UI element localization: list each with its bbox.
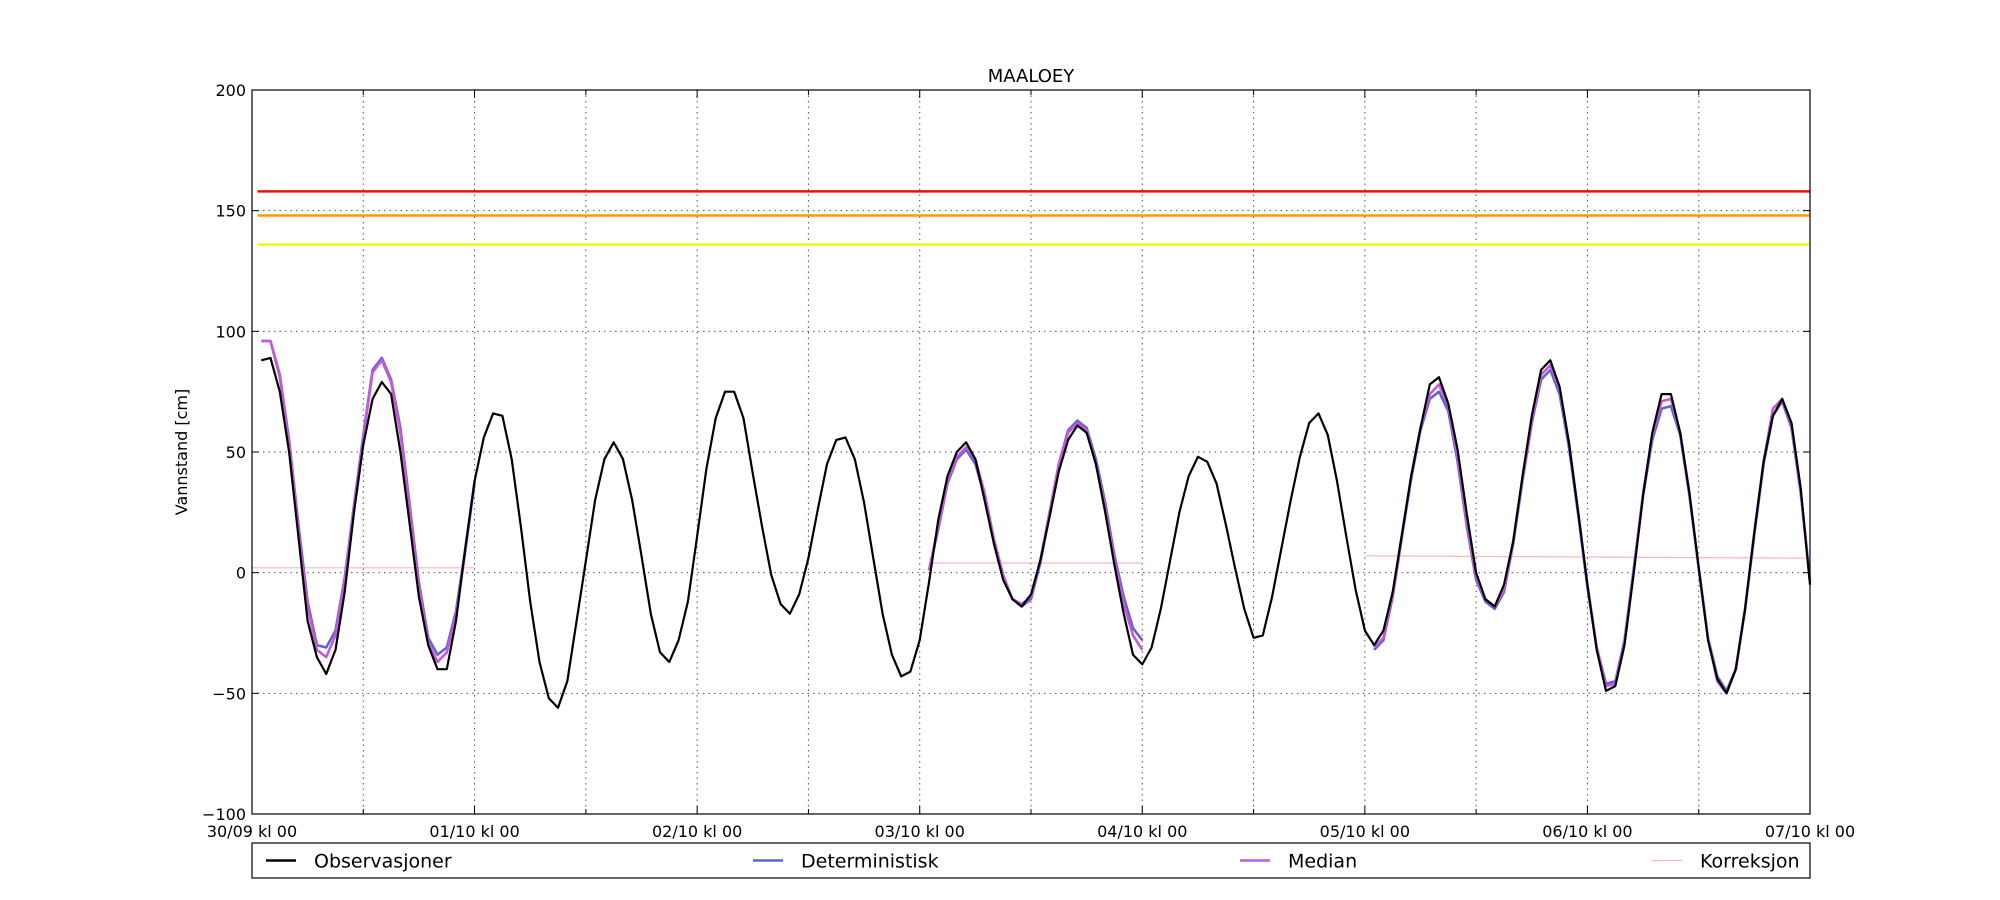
y-tick-label: 0	[236, 564, 246, 583]
legend-label-korreksjon: Korreksjon	[1700, 851, 1800, 873]
legend-label-observasjoner: Observasjoner	[314, 851, 452, 873]
series-lines	[252, 339, 1812, 709]
grid	[252, 90, 1810, 814]
legend: Observasjoner Deterministisk Median Korreks…	[251, 842, 1811, 879]
y-tick-label: −100	[202, 805, 246, 824]
legend-label-deterministisk: Deterministisk	[801, 851, 939, 873]
series-line-deterministisk	[1373, 368, 1812, 693]
x-tick-label: 06/10 kl 00	[1542, 822, 1632, 841]
y-tick-label: −50	[212, 684, 246, 703]
chart-title: MAALOEY	[988, 66, 1076, 87]
y-tick-label: 50	[226, 443, 246, 462]
y-axis-ticks: −100 −50 0 50 100 150 200	[202, 81, 1810, 824]
series-line-median	[261, 339, 476, 664]
x-tick-label: 01/10 kl 00	[429, 822, 519, 841]
series-line-korreksjon	[1364, 555, 1811, 559]
legend-label-median: Median	[1288, 851, 1357, 873]
series-line-observasjoner	[261, 356, 1812, 709]
legend-frame	[251, 842, 1811, 879]
x-tick-label: 05/10 kl 00	[1320, 822, 1410, 841]
series-line-median	[1373, 363, 1812, 695]
y-tick-label: 100	[215, 322, 246, 341]
x-axis-ticks: 30/09 kl 00 01/10 kl 00 02/10 kl 00 03/10 k…	[207, 90, 1855, 841]
x-tick-label: 07/10 kl 00	[1765, 822, 1855, 841]
threshold-lines	[257, 190, 1810, 246]
y-tick-label: 150	[215, 202, 246, 221]
x-tick-label: 30/09 kl 00	[207, 822, 297, 841]
y-axis-label: Vannstand [cm]	[172, 389, 191, 515]
x-tick-label: 02/10 kl 00	[652, 822, 742, 841]
x-tick-label: 04/10 kl 00	[1097, 822, 1187, 841]
plot-area-frame	[251, 89, 1811, 815]
y-tick-label: 200	[215, 81, 246, 100]
x-tick-label: 03/10 kl 00	[875, 822, 965, 841]
